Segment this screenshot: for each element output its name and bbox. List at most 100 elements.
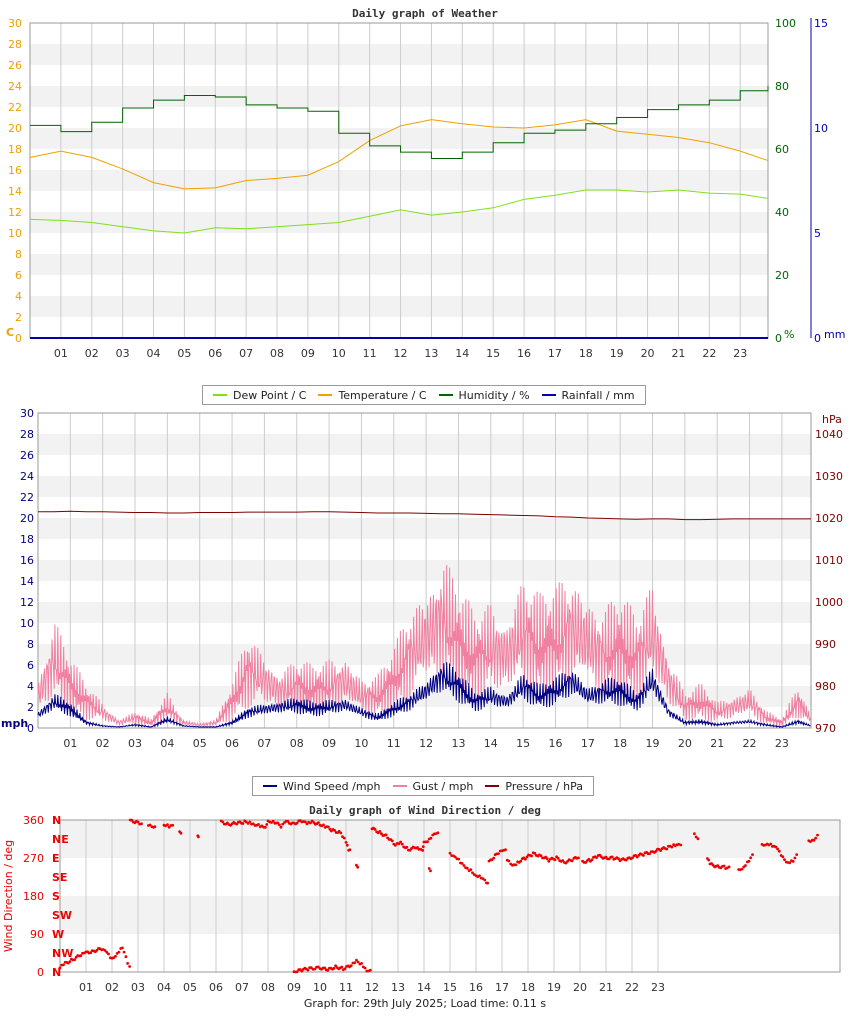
x-tick-label: 22 (625, 981, 639, 994)
legend-label: Temperature / C (338, 388, 427, 402)
legend-label: Pressure / hPa (505, 779, 583, 793)
direction-point (465, 866, 469, 870)
y-right-tick-label: 5 (814, 227, 821, 240)
compass-label: N (52, 814, 61, 827)
direction-point (547, 859, 551, 863)
direction-point (384, 833, 388, 837)
direction-point (716, 864, 720, 868)
legend-swatch (438, 394, 453, 396)
direction-point (300, 969, 304, 973)
direction-point (221, 820, 225, 824)
x-tick-label: 23 (651, 981, 665, 994)
y-right-tick-label: 1020 (815, 512, 843, 525)
compass-label: W (52, 928, 64, 941)
x-tick-label: 12 (394, 347, 408, 360)
plot-frame (59, 819, 841, 973)
x-tick-label: 14 (484, 737, 498, 750)
direction-point (390, 839, 394, 843)
x-tick-label: 09 (301, 347, 315, 360)
x-tick-label: 07 (235, 981, 249, 994)
y-right-tick-label: 1000 (815, 596, 843, 609)
direction-point (648, 852, 652, 855)
direction-point (427, 867, 431, 870)
direction-point (654, 849, 658, 853)
x-tick-label: 10 (313, 981, 327, 994)
direction-point (530, 854, 533, 858)
direction-point (545, 857, 549, 861)
y-right-unit: mm (824, 328, 845, 341)
y-mid-tick-label: 80 (775, 80, 789, 93)
x-tick-label: 13 (424, 347, 438, 360)
series-line-temp (29, 119, 769, 190)
y-left-tick-label: 22 (20, 491, 34, 504)
direction-point (295, 821, 299, 825)
direction-point (399, 840, 402, 844)
x-tick-label: 03 (131, 981, 145, 994)
y-left-tick-label: 18 (20, 533, 34, 546)
direction-point (486, 881, 490, 885)
direction-point (595, 856, 598, 859)
y-left-tick-label: 10 (8, 227, 22, 240)
direction-point (665, 847, 669, 851)
direction-point (316, 965, 320, 969)
direction-point (349, 964, 353, 967)
y-left-tick-label: 14 (20, 575, 34, 588)
direction-point (126, 962, 129, 965)
direction-point (356, 865, 360, 869)
direction-point (121, 946, 124, 950)
direction-point (421, 849, 425, 852)
direction-point (130, 818, 134, 822)
direction-point (783, 858, 786, 862)
chart-title-direction: Daily graph of Wind Direction / deg (309, 804, 541, 817)
x-tick-label: 12 (419, 737, 433, 750)
grid-band (30, 44, 768, 65)
y-left-tick-label: 12 (8, 206, 22, 219)
legend-swatch (263, 785, 277, 787)
x-tick-label: 22 (743, 737, 757, 750)
direction-point (368, 968, 372, 972)
y-left-tick-label: 26 (20, 449, 34, 462)
direction-point (747, 859, 751, 863)
x-tick-label: 10 (354, 737, 368, 750)
wind-legend: Wind Speed /mph Gust / mph Pressure / hPa (252, 776, 594, 796)
x-tick-label: 08 (261, 981, 275, 994)
y-left-tick-label: 12 (20, 596, 34, 609)
direction-point (373, 828, 377, 831)
legend-label: Dew Point / C (233, 388, 307, 402)
y-mid-unit: % (784, 328, 794, 341)
x-tick-label: 11 (387, 737, 401, 750)
x-tick-label: 08 (290, 737, 304, 750)
compass-label: S (52, 890, 60, 903)
weather-legend-item: Humidity / % (438, 389, 530, 402)
direction-point (281, 822, 285, 826)
direction-point (814, 836, 818, 840)
direction-point (483, 878, 487, 882)
y-left-tick-label: 30 (20, 407, 34, 420)
direction-point (278, 823, 281, 827)
x-tick-label: 16 (517, 347, 531, 360)
direction-point (264, 825, 267, 829)
x-tick-label: 22 (702, 347, 716, 360)
direction-point (114, 954, 117, 958)
y-mid-tick-label: 40 (775, 206, 789, 219)
direction-point (279, 825, 283, 829)
direction-point (693, 832, 696, 836)
y-left-tick-label: 26 (8, 59, 22, 72)
direction-point (497, 852, 500, 855)
direction-point (492, 856, 496, 860)
direction-point (429, 869, 432, 873)
x-tick-label: 05 (193, 737, 207, 750)
x-tick-label: 06 (225, 737, 239, 750)
y-left-tick-label: 8 (15, 248, 22, 261)
direction-point (360, 962, 363, 965)
direction-point (694, 835, 698, 839)
x-tick-label: 07 (239, 347, 253, 360)
footer-status: Graph for: 29th July 2025; Load time: 0.… (303, 997, 547, 1010)
direction-point (429, 836, 433, 840)
wind-legend-item: Pressure / hPa (485, 780, 583, 793)
direction-point (286, 819, 290, 823)
x-tick-label: 15 (516, 737, 530, 750)
y-tick-label: 270 (23, 852, 44, 865)
direction-point (353, 961, 357, 965)
direction-point (58, 966, 62, 970)
